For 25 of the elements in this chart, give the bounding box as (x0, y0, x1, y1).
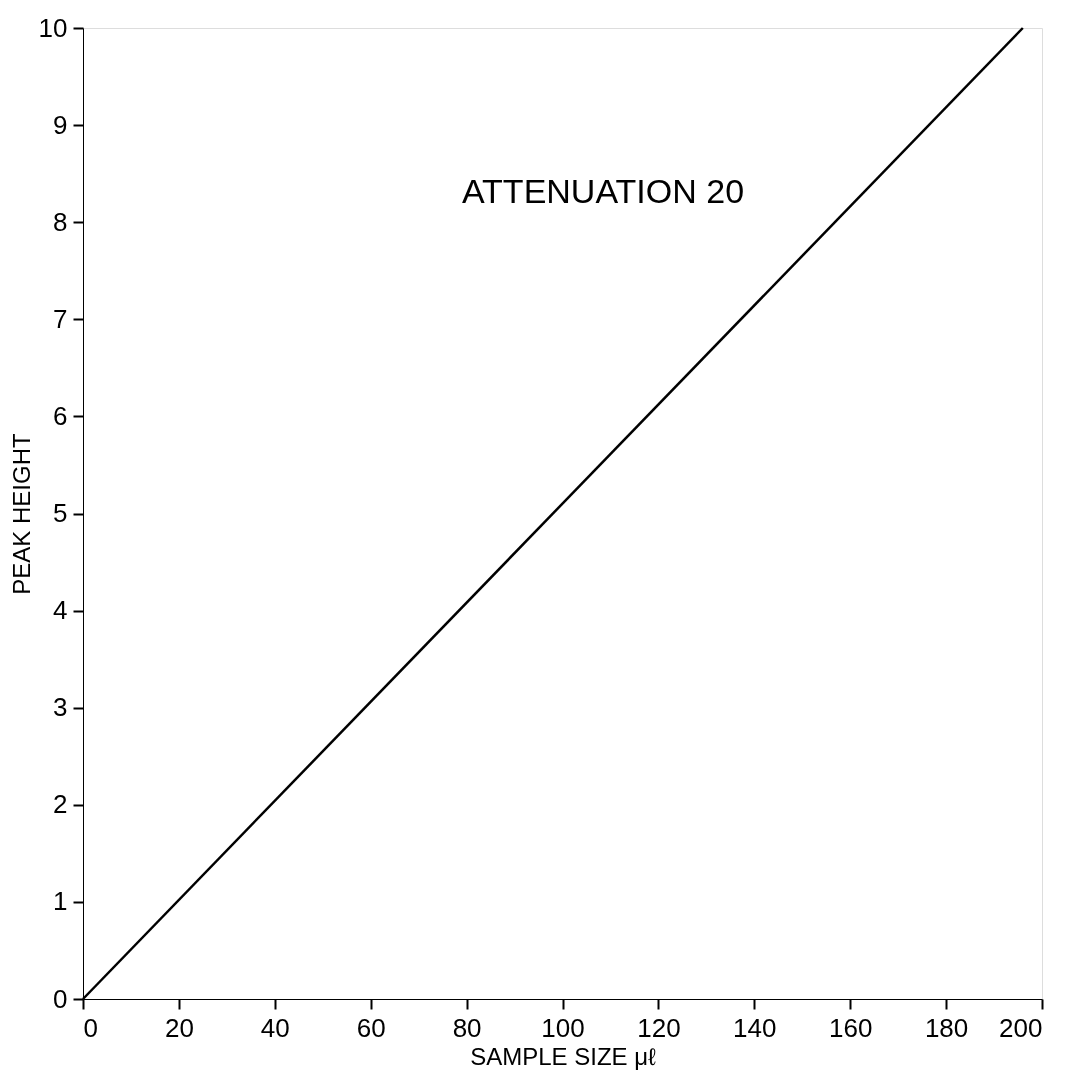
y-axis-title: PEAK HEIGHT (7, 432, 35, 595)
x-tick-label: 140 (733, 1012, 777, 1043)
y-tick-label: 1 (53, 886, 68, 917)
x-tick-label: 160 (829, 1012, 873, 1043)
y-tick-label: 2 (53, 789, 68, 820)
y-tick-label: 10 (38, 12, 68, 43)
x-tick-label: 180 (924, 1012, 969, 1043)
x-tick-label: 60 (356, 1012, 386, 1043)
x-tick-label: 120 (637, 1012, 681, 1043)
x-tick-label: 200 (999, 1012, 1043, 1043)
y-tick-label: 3 (53, 692, 68, 723)
x-tick-label: 20 (164, 1012, 194, 1043)
y-tick-label: 6 (53, 400, 68, 431)
x-axis-title: SAMPLE SIZE μℓ (470, 1042, 657, 1070)
y-tick-label: 8 (53, 206, 68, 237)
y-tick-label: 7 (53, 303, 68, 334)
y-tick-label: 0 (53, 983, 68, 1014)
x-tick-label: 80 (452, 1012, 482, 1043)
y-tick-label: 4 (53, 595, 68, 626)
y-tick-label: 5 (53, 498, 68, 528)
x-tick-label: 0 (83, 1012, 98, 1043)
x-tick-label: 100 (541, 1012, 585, 1043)
annotation: ATTENUATION 20 (461, 172, 745, 210)
x-tick-label: 40 (260, 1012, 290, 1043)
y-tick-label: 9 (53, 109, 68, 140)
